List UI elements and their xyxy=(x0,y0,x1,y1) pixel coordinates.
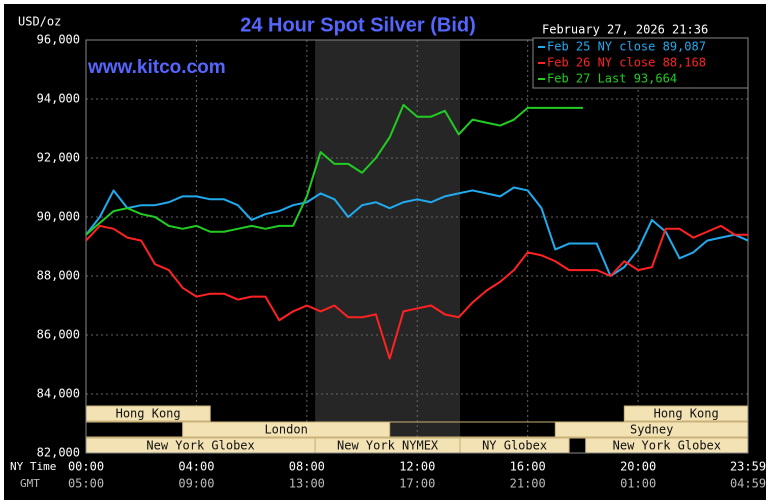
watermark: www.kitco.com xyxy=(87,57,226,78)
legend-label: Feb 25 NY close 89,087 xyxy=(547,40,706,54)
legend-label: Feb 27 Last 93,664 xyxy=(547,72,677,86)
y-tick-label: 86,000 xyxy=(37,328,80,342)
x-tick-label-gmt: 13:00 xyxy=(289,477,325,491)
session-label: Hong Kong xyxy=(654,407,719,421)
x-tick-label: 04:00 xyxy=(178,460,214,474)
date: February 27, 2026 21:36 xyxy=(542,23,708,37)
x-tick-label: 16:00 xyxy=(510,460,546,474)
x-tick-label-gmt: 04:59 xyxy=(730,477,766,491)
legend-label: Feb 26 NY close 88,168 xyxy=(547,56,706,70)
session-label: Hong Kong xyxy=(116,407,181,421)
series-line xyxy=(85,224,748,360)
session-label: New York Globex xyxy=(613,439,721,453)
session-label: London xyxy=(264,423,307,437)
x-tick-label: 23:59 xyxy=(730,460,766,474)
y-tick-label: 92,000 xyxy=(37,151,80,165)
y-axis-label: USD/oz xyxy=(18,15,61,29)
x-row-label: GMT xyxy=(20,477,40,490)
x-tick-label-gmt: 21:00 xyxy=(510,477,546,491)
y-tick-label: 96,000 xyxy=(37,33,80,47)
session-bar xyxy=(182,421,391,438)
y-tick-label: 90,000 xyxy=(37,210,80,224)
x-tick-label-gmt: 17:00 xyxy=(399,477,435,491)
session-label: NY Globex xyxy=(482,439,547,453)
legend-box xyxy=(532,37,749,89)
x-row-label: NY Time xyxy=(10,460,56,473)
series-line xyxy=(85,103,583,236)
y-tick-label: 94,000 xyxy=(37,92,80,106)
session-label: New York Globex xyxy=(146,439,254,453)
x-tick-label-gmt: 05:00 xyxy=(68,477,104,491)
x-tick-label: 12:00 xyxy=(399,460,435,474)
session-shade xyxy=(315,40,461,453)
x-tick-label: 20:00 xyxy=(620,460,656,474)
x-tick-label: 08:00 xyxy=(289,460,325,474)
y-tick-label: 84,000 xyxy=(37,387,80,401)
session-label: Sydney xyxy=(630,423,673,437)
x-tick-label-gmt: 09:00 xyxy=(178,477,214,491)
series-line xyxy=(85,186,749,277)
x-tick-label: 00:00 xyxy=(68,460,104,474)
y-tick-label: 82,000 xyxy=(37,446,80,460)
session-label: New York NYMEX xyxy=(337,439,439,453)
chart-title: 24 Hour Spot Silver (Bid) xyxy=(240,14,476,36)
x-tick-label-gmt: 01:00 xyxy=(620,477,656,491)
plot-frame xyxy=(85,39,749,454)
y-tick-label: 88,000 xyxy=(37,269,80,283)
